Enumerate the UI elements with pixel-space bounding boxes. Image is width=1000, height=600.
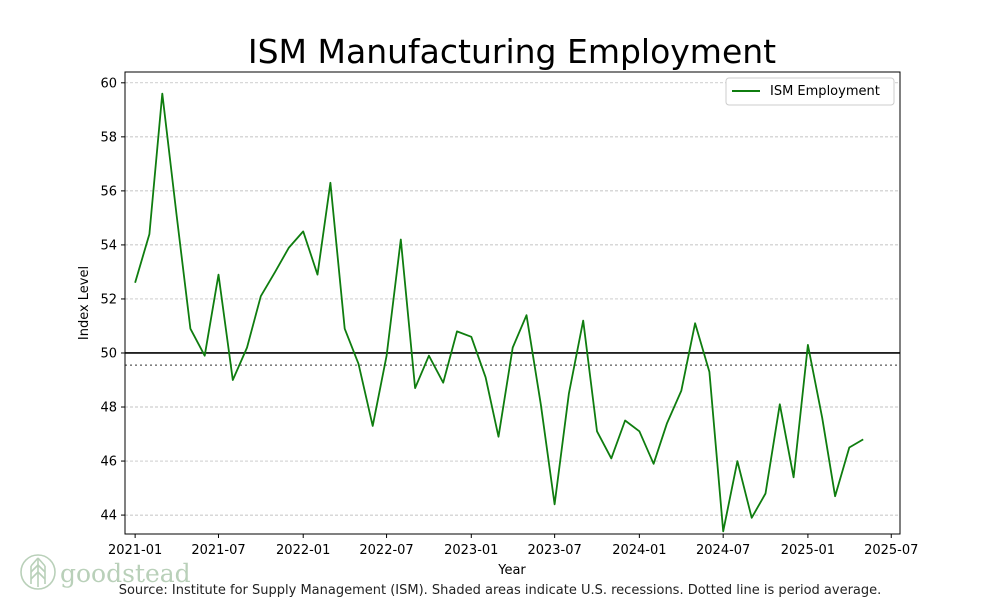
grid-lines	[125, 82, 900, 516]
x-tick-label: 2025-01	[781, 543, 835, 558]
x-tick-label: 2021-01	[108, 543, 162, 558]
x-tick-label: 2021-07	[191, 543, 245, 558]
y-tick-label: 52	[100, 292, 117, 307]
x-tick-label: 2024-07	[696, 543, 750, 558]
tree-icon	[20, 554, 56, 590]
y-tick-label: 60	[100, 76, 117, 91]
logo: goodstead	[20, 554, 191, 590]
x-tick-label: 2023-07	[527, 543, 581, 558]
x-axis-ticks: 2021-01 2021-07 2022-01 2022-07 2023-01 2023-…	[108, 534, 918, 558]
y-tick-label: 54	[100, 238, 117, 253]
y-tick-label: 48	[100, 401, 117, 416]
plot-frame	[124, 71, 901, 535]
y-axis-ticks: 44 46 48 50 52 54 56 58 60	[100, 76, 125, 524]
legend-entry-ism-employment: ISM Employment	[770, 84, 880, 99]
y-tick-label: 46	[100, 455, 117, 470]
x-tick-label: 2024-01	[612, 543, 666, 558]
y-tick-label: 50	[100, 346, 117, 361]
x-tick-label: 2025-07	[864, 543, 918, 558]
legend: ISM Employment	[725, 77, 895, 106]
y-tick-label: 44	[100, 509, 117, 524]
source-note: Source: Institute for Supply Management …	[119, 583, 882, 598]
y-axis-label: Index Level	[77, 266, 92, 340]
chart-title: ISM Manufacturing Employment	[248, 32, 776, 71]
x-axis-label: Year	[497, 563, 526, 578]
logo-text: goodstead	[60, 559, 191, 588]
legend-box	[725, 77, 895, 106]
x-tick-label: 2022-01	[276, 543, 330, 558]
y-tick-label: 58	[100, 130, 117, 145]
series-line-ism-employment	[134, 92, 864, 533]
y-tick-label: 56	[100, 184, 117, 199]
x-tick-label: 2023-01	[444, 543, 498, 558]
x-tick-label: 2022-07	[359, 543, 413, 558]
